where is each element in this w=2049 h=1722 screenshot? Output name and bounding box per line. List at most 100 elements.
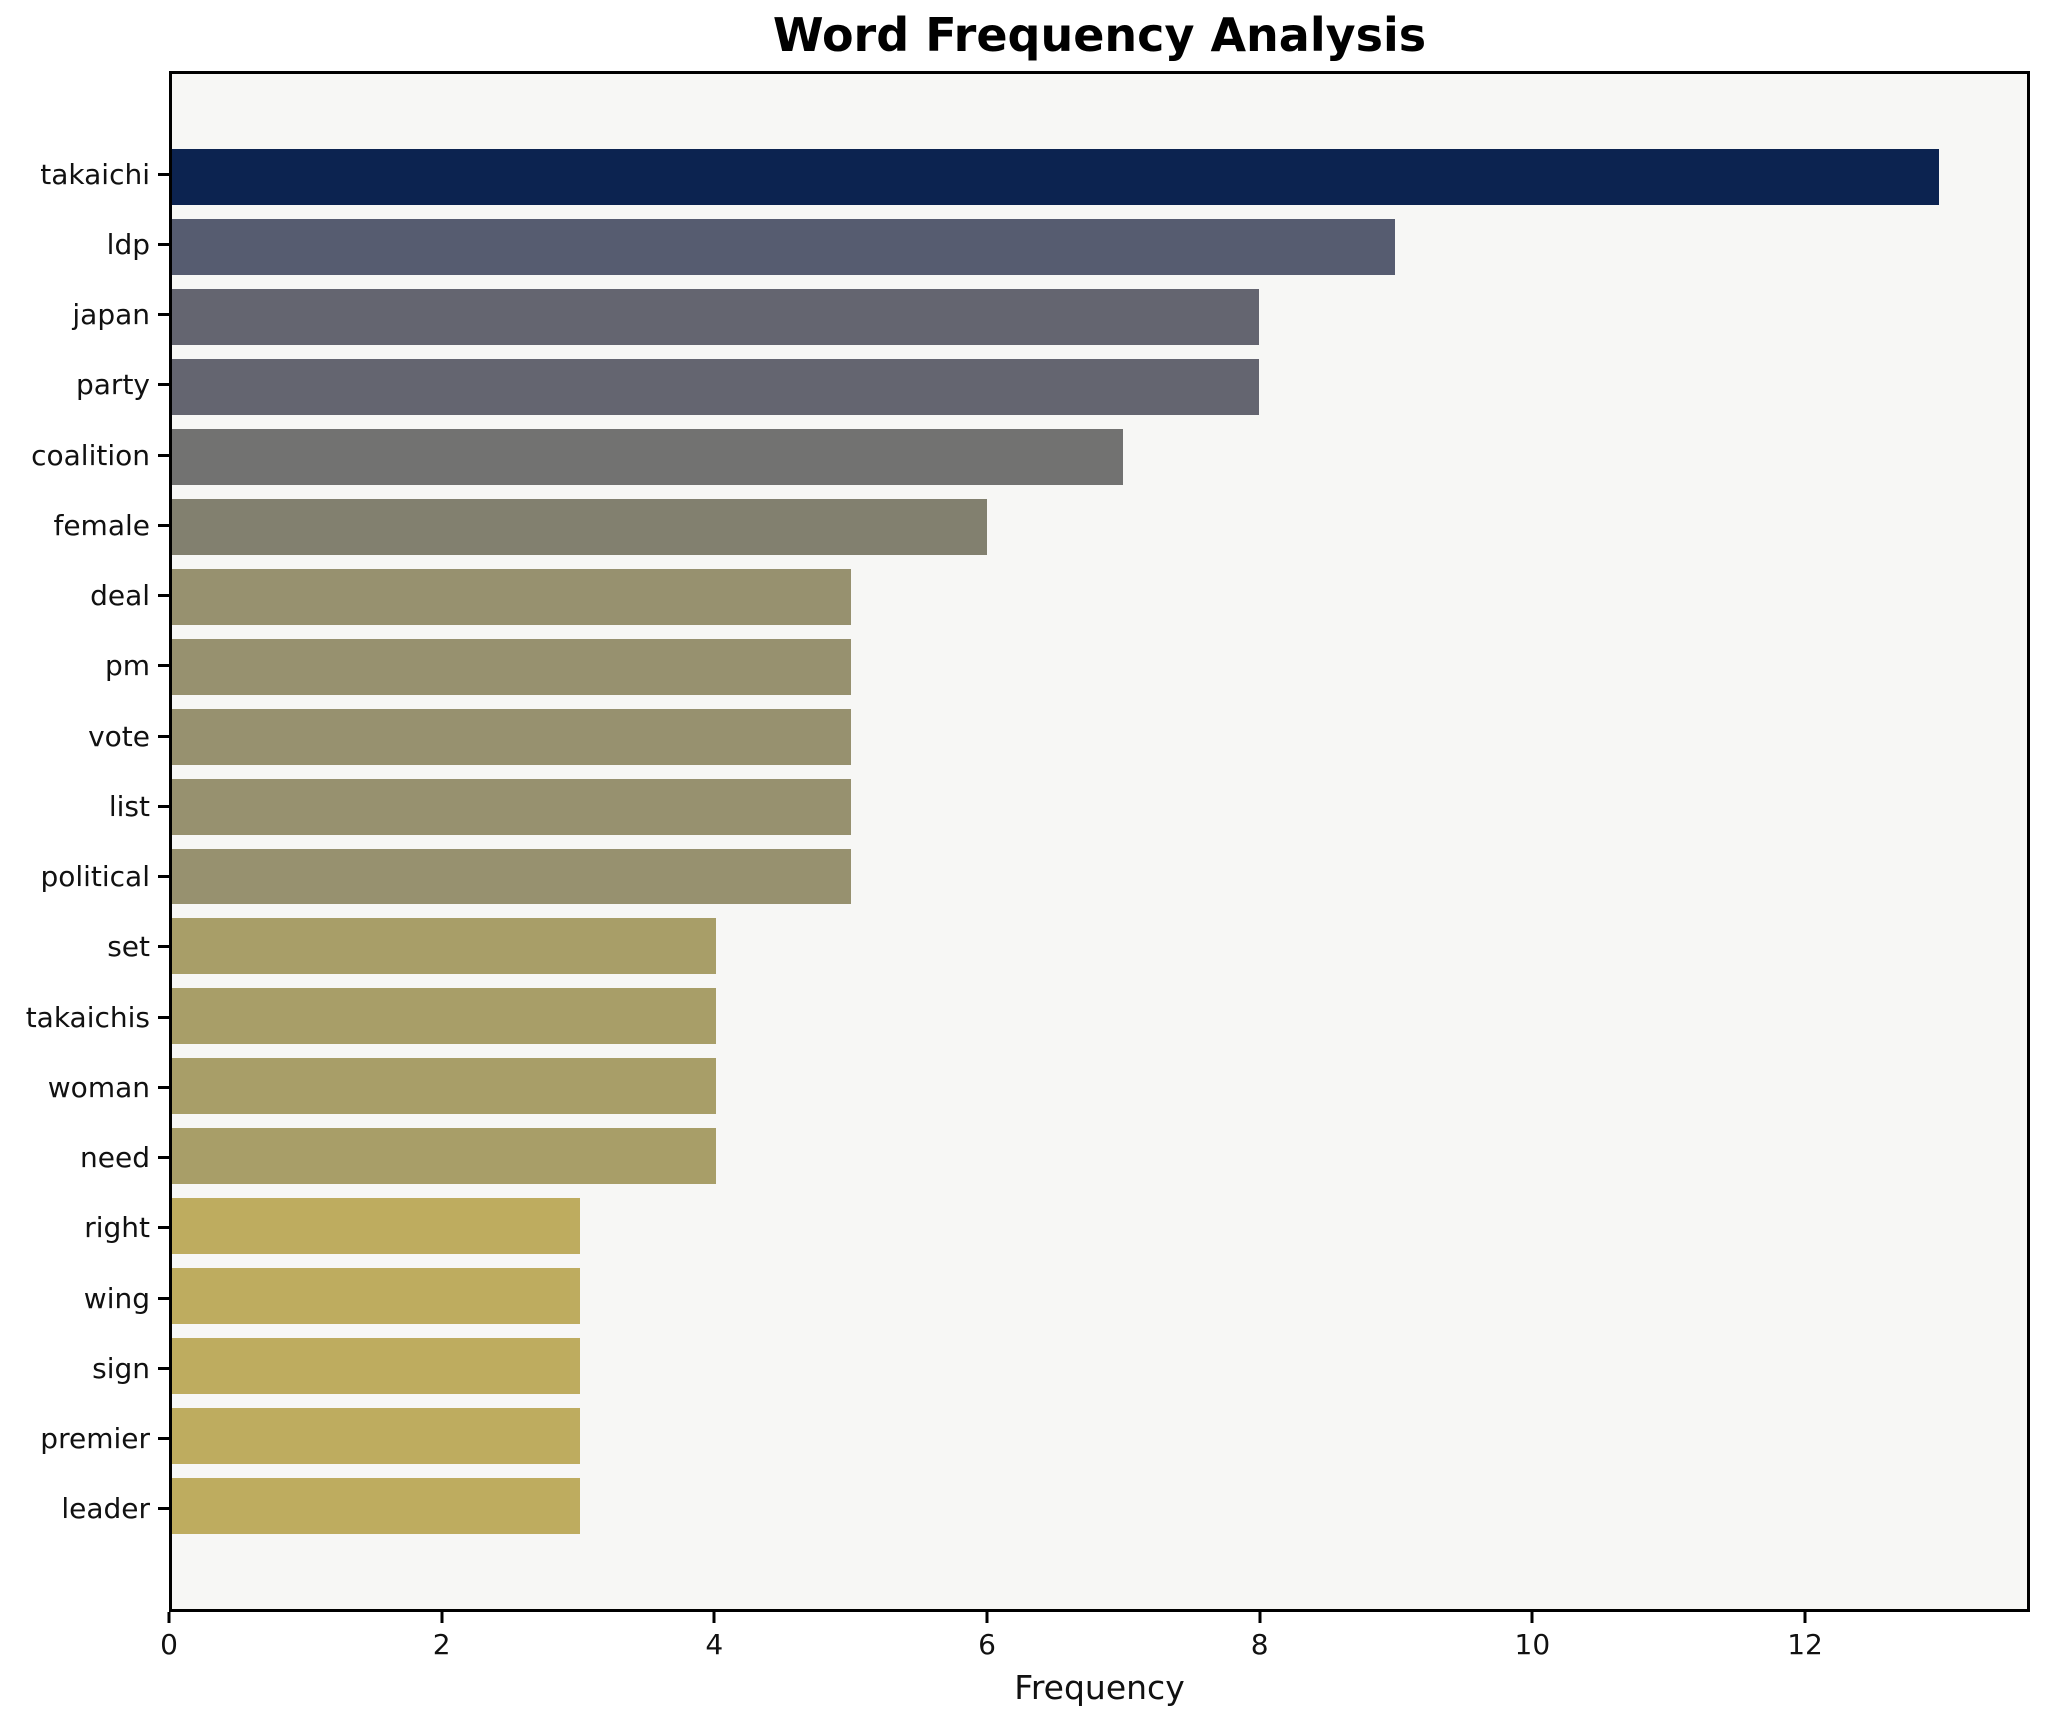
bar-row <box>172 1261 2027 1331</box>
bar-deal <box>172 568 852 625</box>
y-tick-row: list <box>0 771 169 841</box>
bar-ldp <box>172 218 1396 275</box>
bar-set <box>172 918 716 975</box>
y-axis: takaichi ldp japan party coalition female deal… <box>0 71 169 1612</box>
bar-row <box>172 352 2027 422</box>
y-tick-mark <box>158 1085 169 1089</box>
x-tick-label-12: 12 <box>1787 1628 1823 1661</box>
y-tick-mark <box>158 453 169 457</box>
bar-vote <box>172 708 852 765</box>
y-tick-label-wing: wing <box>83 1281 150 1315</box>
bar-takaichi <box>172 149 1939 205</box>
y-tick-row: coalition <box>0 420 169 490</box>
y-tick-row: political <box>0 842 169 912</box>
x-tick-label-8: 8 <box>1250 1628 1269 1661</box>
y-tick-label-takaichis: takaichis <box>25 1000 150 1034</box>
y-tick-label-list: list <box>108 789 150 823</box>
bar-female <box>172 498 988 555</box>
y-tick-mark <box>158 1015 169 1019</box>
bar-premier <box>172 1408 580 1465</box>
y-tick-mark <box>158 875 169 879</box>
y-tick-row: leader <box>0 1474 169 1544</box>
y-tick-row: set <box>0 912 169 982</box>
y-tick-label-female: female <box>53 508 150 542</box>
y-tick-mark <box>158 1507 169 1511</box>
y-tick-label-party: party <box>76 368 150 402</box>
y-tick-row: pm <box>0 631 169 701</box>
chart-title: Word Frequency Analysis <box>772 8 1427 62</box>
bar-wing <box>172 1268 580 1325</box>
bar-row <box>172 981 2027 1051</box>
y-tick-row: party <box>0 350 169 420</box>
y-tick-mark <box>158 1366 169 1370</box>
y-tick-label-premier: premier <box>40 1422 150 1456</box>
y-tick-mark <box>158 664 169 668</box>
bar-row <box>172 212 2027 282</box>
bar-list <box>172 778 852 835</box>
bar-political <box>172 848 852 905</box>
bar-woman <box>172 1058 716 1115</box>
y-tick-label-pm: pm <box>104 649 150 683</box>
y-tick-label-deal: deal <box>90 579 150 613</box>
y-tick-mark <box>158 1296 169 1300</box>
x-tick-mark <box>167 1612 171 1623</box>
plot-area <box>169 71 2030 1612</box>
x-axis-label: Frequency <box>1014 1668 1185 1707</box>
bar-pm <box>172 638 852 695</box>
y-tick-row: ldp <box>0 209 169 279</box>
bar-coalition <box>172 428 1124 485</box>
x-tick-mark <box>440 1612 444 1623</box>
y-tick-row: wing <box>0 1263 169 1333</box>
x-tick-label-2: 2 <box>432 1628 451 1661</box>
y-tick-mark <box>158 1437 169 1441</box>
y-tick-row: takaichi <box>0 139 169 209</box>
bar-row <box>172 492 2027 562</box>
bar-row <box>172 911 2027 981</box>
bar-row <box>172 1191 2027 1261</box>
bar-row <box>172 1401 2027 1471</box>
x-tick-label-6: 6 <box>978 1628 996 1661</box>
bar-sign <box>172 1338 580 1395</box>
y-tick-mark <box>158 1156 169 1160</box>
y-tick-row: right <box>0 1193 169 1263</box>
y-tick-label-leader: leader <box>61 1492 150 1526</box>
y-tick-row: vote <box>0 701 169 771</box>
bar-row <box>172 772 2027 842</box>
bar-row <box>172 1471 2027 1541</box>
y-tick-label-vote: vote <box>88 719 150 753</box>
y-tick-mark <box>158 804 169 808</box>
y-tick-label-political: political <box>40 860 150 894</box>
bar-row <box>172 142 2027 212</box>
y-tick-mark <box>158 313 169 317</box>
x-axis: 0 2 4 6 8 10 12 <box>160 1612 2030 1672</box>
y-tick-mark <box>158 734 169 738</box>
x-tick-mark <box>985 1612 989 1623</box>
bar-row <box>172 632 2027 702</box>
y-tick-row: japan <box>0 280 169 350</box>
y-tick-row: female <box>0 490 169 560</box>
bar-row <box>172 1331 2027 1401</box>
y-tick-label-set: set <box>107 930 150 964</box>
bar-row <box>172 282 2027 352</box>
bar-japan <box>172 288 1260 345</box>
y-tick-mark <box>158 172 169 176</box>
bar-takaichis <box>172 988 716 1045</box>
x-tick-mark <box>1803 1612 1807 1623</box>
x-tick-label-4: 4 <box>705 1628 724 1661</box>
y-tick-mark <box>158 1226 169 1230</box>
bar-row <box>172 562 2027 632</box>
y-tick-label-takaichi: takaichi <box>40 157 150 191</box>
y-tick-row: sign <box>0 1333 169 1403</box>
y-tick-label-need: need <box>80 1141 150 1175</box>
y-tick-row: premier <box>0 1404 169 1474</box>
y-tick-row: takaichis <box>0 982 169 1052</box>
y-tick-mark <box>158 383 169 387</box>
x-tick-label-10: 10 <box>1514 1628 1551 1661</box>
bar-need <box>172 1128 716 1185</box>
bar-row <box>172 1121 2027 1191</box>
bar-row <box>172 702 2027 772</box>
y-tick-label-ldp: ldp <box>106 227 150 261</box>
x-tick-mark <box>712 1612 716 1623</box>
bar-right <box>172 1198 580 1255</box>
